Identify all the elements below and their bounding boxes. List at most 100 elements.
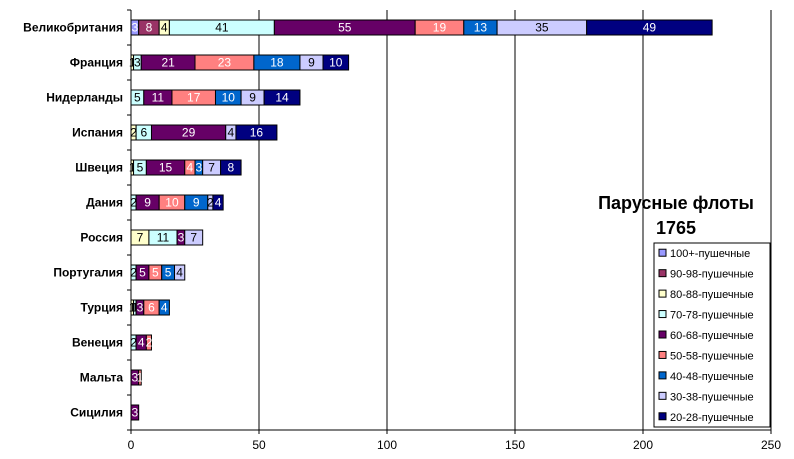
data-label: 3 — [131, 371, 138, 385]
chart-title-line-1: Парусные флоты — [598, 193, 754, 213]
category-label: Россия — [80, 231, 123, 245]
legend-swatch — [658, 310, 667, 319]
data-label: 3 — [131, 406, 138, 420]
data-label: 14 — [275, 91, 289, 105]
data-label: 5 — [152, 266, 159, 280]
data-label: 29 — [182, 126, 196, 140]
data-label: 8 — [146, 21, 153, 35]
category-label: Великобритания — [23, 21, 123, 35]
data-label: 2 — [207, 196, 214, 210]
legend-swatch — [658, 350, 667, 359]
bar-segment — [184, 229, 204, 246]
x-tick-label: 250 — [761, 438, 781, 452]
data-label: 8 — [227, 161, 234, 175]
legend-swatch — [658, 330, 667, 339]
x-tick-label: 150 — [505, 438, 525, 452]
data-label: 41 — [215, 21, 229, 35]
data-label: 7 — [137, 231, 144, 245]
chart-title: Парусные флоты 1765 — [598, 193, 754, 238]
bar-segment — [235, 124, 278, 141]
category-label: Мальта — [80, 371, 124, 385]
axis-layer: 0 50 100 150 200 250 Великобритания Франция Ниде… — [23, 9, 781, 452]
data-label: 1 — [129, 301, 136, 315]
data-label: 6 — [140, 126, 147, 140]
data-label: 2 — [130, 196, 137, 210]
category-label: Испания — [72, 126, 123, 140]
data-label: 3 — [137, 301, 144, 315]
data-label: 6 — [148, 301, 155, 315]
data-label: 49 — [643, 21, 657, 35]
data-label: 2 — [130, 266, 137, 280]
data-label: 9 — [193, 196, 200, 210]
legend-label: 90-98-пушечные — [670, 269, 754, 281]
data-label: 35 — [535, 21, 549, 35]
bar-segment — [322, 54, 350, 71]
data-label: 1 — [129, 56, 136, 70]
x-tick-label: 0 — [128, 438, 135, 452]
data-label: 16 — [250, 126, 264, 140]
bar-segment — [174, 264, 186, 281]
data-label: 5 — [134, 91, 141, 105]
data-label: 2 — [130, 336, 137, 350]
data-label: 15 — [159, 161, 173, 175]
data-label: 9 — [144, 196, 151, 210]
data-label: 5 — [165, 266, 172, 280]
data-label: 4 — [176, 266, 183, 280]
data-label: 19 — [433, 21, 447, 35]
data-label: 2 — [146, 336, 153, 350]
category-label: Швеция — [75, 161, 123, 175]
data-label: 10 — [165, 196, 179, 210]
data-label: 9 — [249, 91, 256, 105]
data-label: 11 — [157, 231, 170, 245]
data-label: 4 — [138, 336, 145, 350]
data-label: 10 — [329, 56, 343, 70]
legend-label: 20-28-пушечные — [670, 412, 754, 424]
data-label: 23 — [218, 56, 232, 70]
legend-swatch — [658, 371, 667, 380]
category-label: Португалия — [53, 266, 123, 280]
data-label: 4 — [187, 161, 194, 175]
data-label: 1 — [137, 371, 144, 385]
category-label: Дания — [86, 196, 123, 210]
data-label: 55 — [338, 21, 352, 35]
data-label: 9 — [308, 56, 315, 70]
bar-segment — [586, 19, 713, 36]
bar-segment — [158, 299, 170, 316]
x-tick-label: 100 — [377, 438, 397, 452]
bar-segment — [138, 369, 142, 386]
data-label: 4 — [227, 126, 234, 140]
legend-swatch — [658, 248, 667, 257]
data-label: 21 — [161, 56, 175, 70]
bar-segment — [145, 334, 152, 351]
x-tick-label: 50 — [252, 438, 266, 452]
legend-swatch — [658, 289, 667, 298]
data-label: 4 — [161, 21, 168, 35]
data-label: 5 — [139, 266, 146, 280]
legend-label: 100+-пушечные — [670, 248, 750, 260]
data-label: 11 — [152, 91, 165, 105]
category-label: Венеция — [72, 336, 123, 350]
bar-segment — [212, 194, 224, 211]
category-label: Сицилия — [70, 406, 123, 420]
data-label: 17 — [187, 91, 201, 105]
x-tick-label: 200 — [633, 438, 653, 452]
category-label: Турция — [81, 301, 123, 315]
data-label: 7 — [208, 161, 215, 175]
legend-label: 30-38-пушечные — [670, 391, 754, 403]
chart-title-line-2: 1765 — [656, 218, 696, 238]
grid-layer — [258, 10, 772, 430]
bar-segment — [220, 159, 242, 176]
category-label: Нидерланды — [46, 91, 123, 105]
category-label: Франция — [70, 56, 123, 70]
data-label: 3 — [178, 231, 185, 245]
legend: 100+-пушечные 90-98-пушечные 80-88-пушечны… — [653, 242, 771, 428]
bar-segment — [263, 89, 301, 106]
legend-box — [653, 242, 771, 428]
data-label: 1 — [131, 301, 138, 315]
legend-swatch — [658, 412, 667, 421]
data-label: 10 — [222, 91, 236, 105]
legend-label: 80-88-пушечные — [670, 289, 754, 301]
legend-label: 40-48-пушечные — [670, 371, 754, 383]
